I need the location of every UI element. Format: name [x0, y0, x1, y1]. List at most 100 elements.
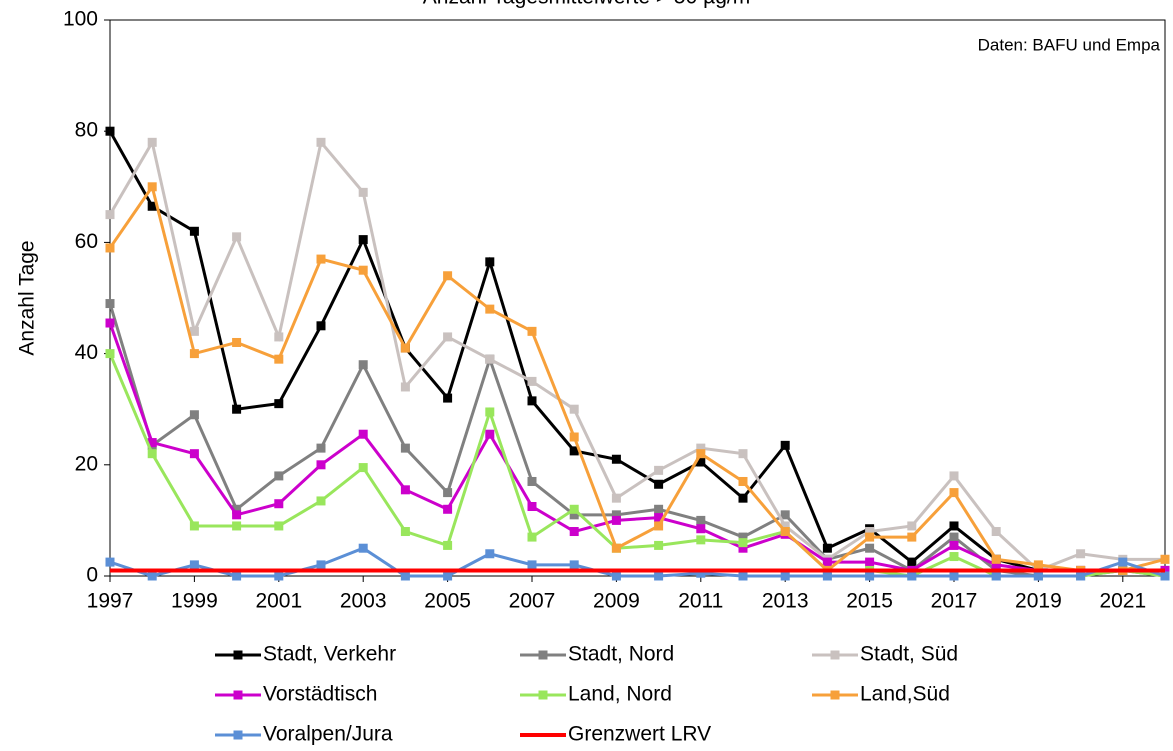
data-point [696, 449, 706, 459]
data-point [949, 540, 959, 550]
x-tick-label: 1997 [87, 590, 134, 613]
data-point [443, 540, 453, 550]
data-point [696, 515, 706, 525]
data-point [400, 527, 410, 537]
data-point [485, 549, 495, 559]
chart-title: Anzahl Tagesmittelwerte > 50 µg/m³ [423, 0, 757, 9]
data-point [907, 521, 917, 531]
data-point [865, 571, 875, 581]
data-point [696, 535, 706, 545]
data-point [358, 235, 368, 245]
data-point [105, 126, 115, 136]
data-point [907, 571, 917, 581]
data-point [611, 515, 621, 525]
data-point [949, 488, 959, 498]
data-point [991, 571, 1001, 581]
data-point [316, 460, 326, 470]
data-point [907, 532, 917, 542]
data-point [527, 532, 537, 542]
x-tick-label: 2019 [1015, 590, 1062, 613]
series-line [109, 546, 1166, 578]
legend-label: Stadt, Verkehr [263, 643, 396, 666]
data-point [400, 343, 410, 353]
legend-marker [538, 690, 548, 700]
data-point [654, 465, 664, 475]
data-point [738, 449, 748, 459]
data-point [274, 571, 284, 581]
data-point [654, 504, 664, 514]
data-point [527, 376, 537, 386]
data-point [780, 527, 790, 537]
data-point [822, 543, 832, 553]
legend-marker [538, 650, 548, 660]
data-point [316, 560, 326, 570]
legend-label: Grenzwert LRV [568, 723, 711, 746]
data-point [780, 571, 790, 581]
data-point [443, 504, 453, 514]
data-point [232, 404, 242, 414]
data-point [654, 479, 664, 489]
data-point [696, 568, 706, 578]
data-point [232, 337, 242, 347]
data-point [611, 454, 621, 464]
data-point [443, 393, 453, 403]
data-point [147, 182, 157, 192]
legend-label: Stadt, Nord [568, 643, 674, 666]
data-point [1160, 571, 1170, 581]
legend-marker [830, 650, 840, 660]
data-point [865, 557, 875, 567]
data-point [527, 560, 537, 570]
data-point [569, 446, 579, 456]
legend-marker [233, 650, 243, 660]
data-point [358, 360, 368, 370]
data-point [316, 443, 326, 453]
y-tick-label: 0 [86, 564, 98, 587]
x-tick-label: 2017 [931, 590, 978, 613]
data-point [949, 521, 959, 531]
data-point [527, 476, 537, 486]
data-point [991, 527, 1001, 537]
legend-label: Vorstädtisch [263, 683, 377, 706]
series-line [108, 322, 1165, 573]
data-point [780, 440, 790, 450]
data-point [611, 493, 621, 503]
data-point [400, 382, 410, 392]
series-line [108, 303, 1166, 578]
data-point [991, 560, 1001, 570]
legend-marker [233, 690, 243, 700]
data-point [358, 543, 368, 553]
series-line [108, 183, 1166, 573]
data-point [865, 543, 875, 553]
data-point [274, 471, 284, 481]
x-tick-label: 1999 [171, 590, 218, 613]
x-tick-label: 2001 [255, 590, 302, 613]
data-point [654, 521, 664, 531]
data-point [822, 557, 832, 567]
data-point [991, 554, 1001, 564]
legend-label: Stadt, Süd [860, 643, 958, 666]
data-point [569, 510, 579, 520]
legend-marker [830, 690, 840, 700]
x-tick-label: 2011 [678, 590, 723, 613]
data-point [949, 571, 959, 581]
data-point [316, 321, 326, 331]
data-point [865, 532, 875, 542]
data-point [189, 560, 199, 570]
data-point [358, 463, 368, 473]
data-point [865, 527, 875, 537]
data-point [907, 557, 917, 567]
y-tick-label: 20 [75, 452, 98, 475]
data-point [1076, 549, 1086, 559]
data-point [738, 476, 748, 486]
data-point [696, 524, 706, 534]
data-point [189, 449, 199, 459]
data-point [738, 532, 748, 542]
legend-marker [233, 730, 243, 740]
data-point [147, 571, 157, 581]
legend-label: Land,Süd [860, 683, 950, 706]
x-tick-label: 2015 [846, 590, 893, 613]
data-point [1033, 560, 1043, 570]
data-point [527, 396, 537, 406]
data-point [274, 499, 284, 509]
